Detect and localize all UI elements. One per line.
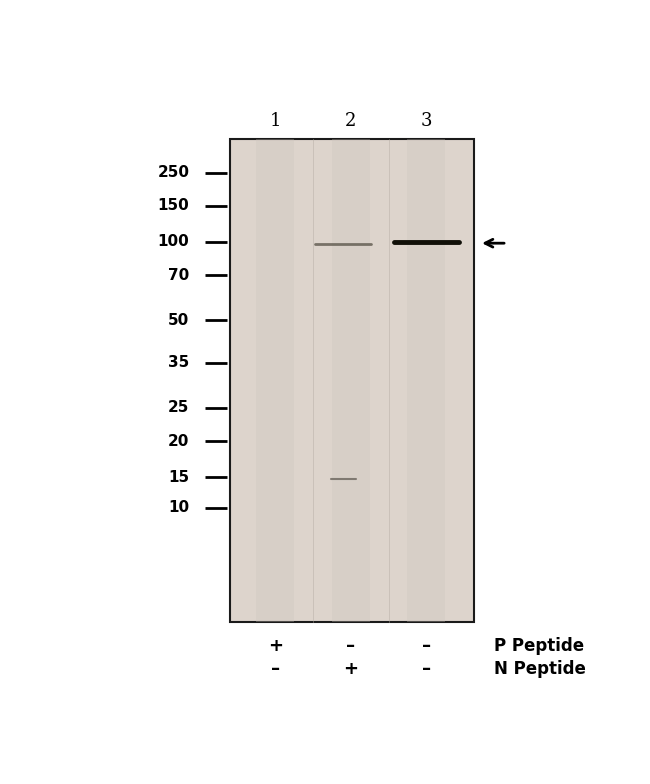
- Text: 2: 2: [345, 112, 356, 130]
- Text: 100: 100: [158, 234, 190, 249]
- Text: 3: 3: [421, 112, 432, 130]
- Text: 250: 250: [157, 165, 190, 180]
- Text: –: –: [422, 637, 431, 655]
- Text: –: –: [422, 660, 431, 678]
- Text: –: –: [270, 660, 280, 678]
- Bar: [256, 140, 294, 622]
- Text: 70: 70: [168, 267, 190, 283]
- Text: N Peptide: N Peptide: [494, 660, 586, 678]
- Text: P Peptide: P Peptide: [494, 637, 584, 655]
- Text: 10: 10: [168, 500, 190, 515]
- Bar: [230, 140, 474, 622]
- Text: +: +: [268, 637, 283, 655]
- Text: 50: 50: [168, 313, 190, 328]
- Text: 20: 20: [168, 434, 190, 448]
- Text: 15: 15: [168, 470, 190, 485]
- Text: 35: 35: [168, 355, 190, 370]
- Bar: [408, 140, 445, 622]
- Text: 150: 150: [158, 198, 190, 213]
- Text: –: –: [346, 637, 356, 655]
- Text: 1: 1: [270, 112, 281, 130]
- Text: +: +: [343, 660, 358, 678]
- Bar: [332, 140, 370, 622]
- Text: 25: 25: [168, 401, 190, 416]
